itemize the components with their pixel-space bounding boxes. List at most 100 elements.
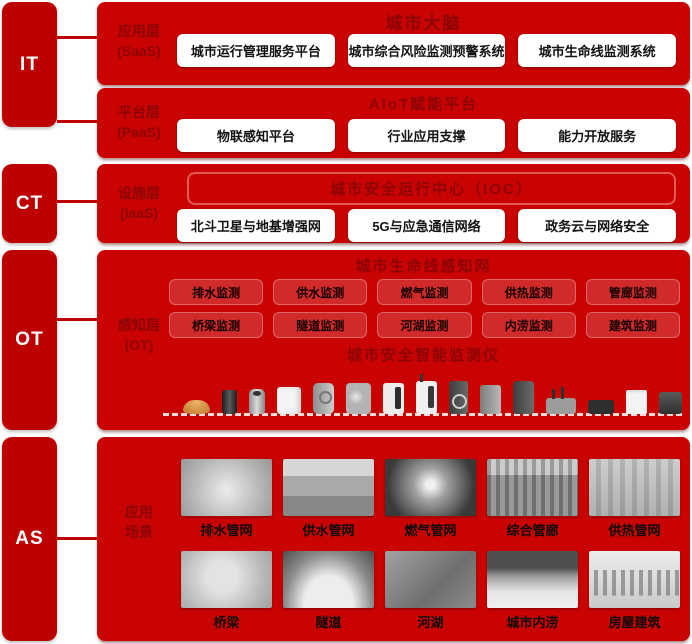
spine-block-ot: OT xyxy=(2,250,57,430)
scene-caption: 供水管网 xyxy=(302,523,355,538)
side-label-as: 应用 场景 xyxy=(97,503,181,542)
connector-line xyxy=(57,318,97,321)
scene-card: 供水管网 xyxy=(283,459,374,539)
scene-card: 供热管网 xyxy=(589,459,680,539)
item-button: 城市运行管理服务平台 xyxy=(177,34,335,67)
heating-network-image xyxy=(589,459,680,516)
item-button: 能力开放服务 xyxy=(518,119,677,152)
gas-network-image xyxy=(385,459,476,516)
white-cube-sensor-icon xyxy=(626,390,647,414)
item-button: 物联感知平台 xyxy=(177,119,335,152)
panel-title-city-brain: 城市大脑 xyxy=(385,14,462,33)
side-label-text: 设施层 xyxy=(118,185,160,201)
dome-sensor-icon xyxy=(183,400,210,414)
panel-facility-layer: 城市安全运行中心（IOC） 设施层 (IaaS) 北斗卫星与地基增强网 5G与应… xyxy=(97,164,690,243)
round-emblem-sensor-icon xyxy=(313,383,334,414)
dark-tower-monitor-icon xyxy=(513,381,534,414)
monitor-cell: 排水监测 xyxy=(169,279,264,305)
flat-reader-icon xyxy=(588,400,614,414)
slot-panel-sensor-icon xyxy=(383,383,404,414)
spine-label-as: AS xyxy=(15,528,44,549)
ioc-title-box: 城市安全运行中心（IOC） xyxy=(187,172,676,205)
device-baseline-dashed xyxy=(163,413,682,416)
scene-caption: 桥梁 xyxy=(213,615,240,630)
water-supply-network-image xyxy=(283,459,374,516)
side-label-sub: (PaaS) xyxy=(117,123,161,140)
scene-grid: 排水管网 供水管网 燃气管网 综合管廊 供热管网 桥梁 xyxy=(181,459,680,631)
side-label-ot: 感知层 (OT) xyxy=(97,316,181,355)
scene-caption: 综合管廊 xyxy=(506,523,559,538)
scene-card: 房屋建筑 xyxy=(589,551,680,631)
white-box-sensor-icon xyxy=(277,387,301,414)
scene-caption: 城市内涝 xyxy=(506,615,559,630)
side-label-text: 应用层 xyxy=(118,23,160,39)
item-button: 城市综合风险监测预警系统 xyxy=(347,34,506,67)
item-button: 5G与应急通信网络 xyxy=(347,209,506,242)
buildings-image xyxy=(589,551,680,608)
urban-flooding-image xyxy=(487,551,578,608)
side-label-iaas: 设施层 (IaaS) xyxy=(97,184,181,223)
side-label-sub: (IaaS) xyxy=(119,204,159,221)
spine-label-ct: CT xyxy=(15,192,44,214)
dark-cube-sensor-icon xyxy=(659,392,682,414)
tunnel-image xyxy=(283,551,374,608)
side-label-text: 应用 xyxy=(125,504,153,520)
side-label-text: 感知层 xyxy=(118,317,160,333)
item-button: 政务云与网络安全 xyxy=(518,209,677,242)
connector-line xyxy=(57,200,97,203)
scene-card: 燃气管网 xyxy=(385,459,476,539)
scene-caption: 隧道 xyxy=(315,615,342,630)
item-button: 北斗卫星与地基增强网 xyxy=(177,209,335,242)
scene-caption: 河湖 xyxy=(417,615,444,630)
monitor-cell: 燃气监测 xyxy=(377,279,472,305)
panel-application-layer: 城市大脑 应用层 (SaaS) 城市运行管理服务平台 城市综合风险监测预警系统 … xyxy=(97,2,690,85)
item-button: 城市生命线监测系统 xyxy=(518,34,677,67)
panel-title-aiot: AIoT赋能平台 xyxy=(368,96,479,113)
scene-caption: 燃气管网 xyxy=(404,523,457,538)
panel-sensing-layer: 城市生命线感知网 感知层 (OT) 排水监测 供水监测 燃气监测 供热监测 管廊… xyxy=(97,250,690,430)
side-label-sub: (SaaS) xyxy=(117,42,161,59)
scene-caption: 房屋建筑 xyxy=(608,615,661,630)
drainage-network-image xyxy=(181,459,272,516)
panel-application-scenes: 应用 场景 排水管网 供水管网 燃气管网 综合管廊 供热管网 xyxy=(97,437,690,641)
scene-card: 隧道 xyxy=(283,551,374,631)
scene-caption: 供热管网 xyxy=(608,523,661,538)
monitor-cell: 桥梁监测 xyxy=(169,312,264,338)
panel-platform-layer: AIoT赋能平台 平台层 (PaaS) 物联感知平台 行业应用支撑 能力开放服务 xyxy=(97,88,690,158)
disc-sensor-icon xyxy=(346,383,371,414)
scene-card: 河湖 xyxy=(385,551,476,631)
monitor-grid: 排水监测 供水监测 燃气监测 供热监测 管廊监测 桥梁监测 隧道监测 河湖监测 … xyxy=(169,279,680,338)
scene-card: 桥梁 xyxy=(181,551,272,631)
monitor-cell: 内涝监测 xyxy=(481,312,576,338)
side-label-paas: 平台层 (PaaS) xyxy=(97,103,181,142)
monitor-cell: 供热监测 xyxy=(481,279,576,305)
monitor-cell: 供水监测 xyxy=(273,279,368,305)
connector-line xyxy=(57,537,97,540)
device-strip xyxy=(183,364,682,414)
utility-tunnel-image xyxy=(487,459,578,516)
wifi-router-icon xyxy=(546,387,576,414)
black-cylinder-sensor-icon xyxy=(222,390,237,414)
panel-title-smart-monitors: 城市安全智能监测仪 xyxy=(346,347,500,364)
monitor-cell: 河湖监测 xyxy=(377,312,472,338)
gray-cylinder-sensor-icon xyxy=(249,389,265,414)
bridge-image xyxy=(181,551,272,608)
connector-line xyxy=(57,120,97,123)
monitor-cell: 隧道监测 xyxy=(273,312,368,338)
spine-label-it: IT xyxy=(20,53,39,75)
river-lake-image xyxy=(385,551,476,608)
panel-title-sensing-net: 城市生命线感知网 xyxy=(355,258,492,275)
scene-card: 综合管廊 xyxy=(487,459,578,539)
scene-card: 排水管网 xyxy=(181,459,272,539)
gray-box-monitor-icon xyxy=(480,385,501,414)
spine-block-as: AS xyxy=(2,437,57,641)
monitor-cell: 建筑监测 xyxy=(585,312,680,338)
spine-block-ct: CT xyxy=(2,164,57,243)
spine-label-ot: OT xyxy=(15,329,44,350)
spine-block-it: IT xyxy=(2,2,57,127)
side-label-sub: (OT) xyxy=(124,336,154,353)
side-label-sub: 场景 xyxy=(125,523,153,540)
connector-line xyxy=(57,36,97,39)
scene-caption: 排水管网 xyxy=(200,523,253,538)
scene-card: 城市内涝 xyxy=(487,551,578,631)
